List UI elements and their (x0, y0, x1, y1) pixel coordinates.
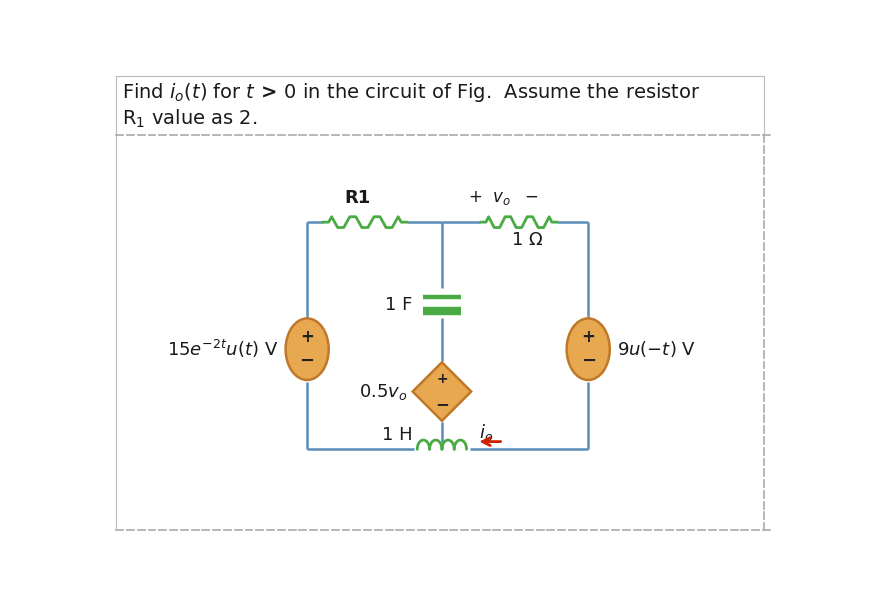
Text: −: − (580, 352, 596, 370)
Text: −: − (300, 352, 315, 370)
Text: Find $i_o(t)$ for $t\,\mathbf{>}\,0$ in the circuit of Fig.  Assume the resistor: Find $i_o(t)$ for $t\,\mathbf{>}\,0$ in … (123, 81, 700, 104)
Text: $+\ \ v_o\ \ -$: $+\ \ v_o\ \ -$ (468, 188, 539, 206)
Text: +: + (581, 328, 595, 346)
Text: 1 F: 1 F (385, 296, 413, 314)
Ellipse shape (286, 319, 328, 380)
Text: $15e^{-2t}u(t)\ \mathrm{V}$: $15e^{-2t}u(t)\ \mathrm{V}$ (167, 338, 278, 360)
Text: $9u(-t)\ \mathrm{V}$: $9u(-t)\ \mathrm{V}$ (618, 339, 697, 359)
Text: 1 $\Omega$: 1 $\Omega$ (510, 231, 542, 249)
Text: R$_1$ value as 2.: R$_1$ value as 2. (123, 108, 258, 130)
Text: $0.5v_o$: $0.5v_o$ (359, 382, 408, 401)
Text: +: + (436, 372, 448, 386)
Text: R1: R1 (344, 188, 370, 206)
Text: $i_o$: $i_o$ (479, 422, 493, 443)
Text: +: + (300, 328, 314, 346)
Text: 1 H: 1 H (382, 427, 413, 445)
Text: −: − (435, 395, 448, 413)
Polygon shape (413, 362, 471, 421)
Ellipse shape (567, 319, 610, 380)
